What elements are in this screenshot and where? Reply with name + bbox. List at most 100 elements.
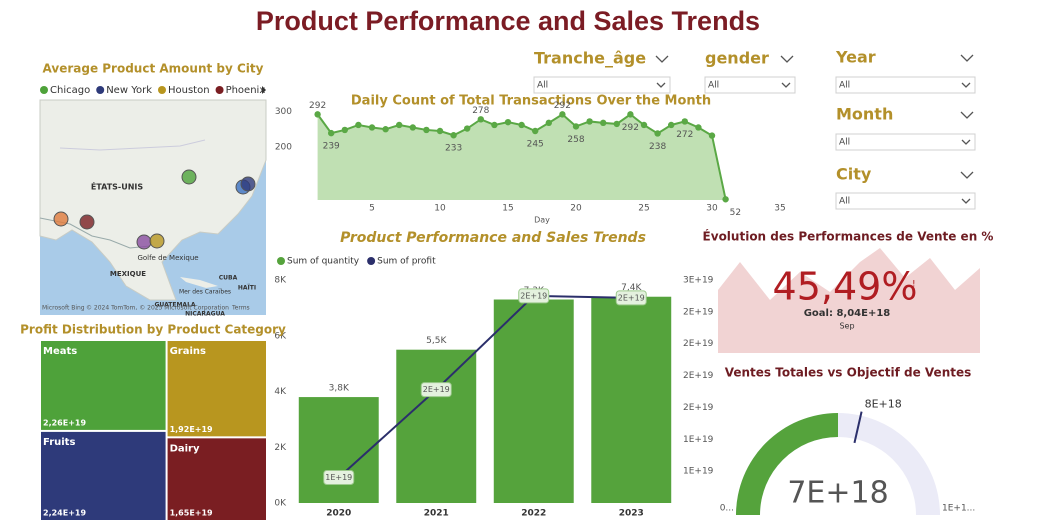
legend-swatch (277, 257, 285, 265)
city-bubble[interactable] (149, 233, 165, 249)
line-point (627, 111, 634, 118)
data-label: 258 (567, 135, 584, 145)
kpi-status: ! (912, 280, 916, 290)
slicer-title: Month (836, 105, 893, 124)
slicer-dropdown[interactable] (533, 76, 671, 94)
chevron[interactable] (656, 82, 666, 88)
chevron[interactable] (961, 82, 971, 88)
city-bubble[interactable] (181, 169, 197, 185)
data-label: 292 (554, 101, 571, 111)
chevron[interactable] (961, 198, 971, 204)
bar (591, 296, 672, 503)
chart-title: Ventes Totales vs Objectif de Ventes (725, 366, 972, 380)
data-label: 238 (649, 142, 666, 152)
city-bubble[interactable] (79, 214, 95, 230)
chevron[interactable] (960, 54, 974, 62)
line-point (436, 127, 444, 135)
slicer-dropdown[interactable] (835, 76, 976, 94)
y-tick-label: 300 (275, 107, 292, 117)
legend-label: Houston (168, 85, 210, 96)
map-label: ÉTATS-UNIS (91, 181, 144, 192)
data-label: 292 (622, 123, 639, 133)
y-tick-label: 6K (274, 331, 287, 341)
line-point (722, 196, 729, 203)
chevron[interactable] (960, 111, 974, 119)
slicer-value: All (537, 81, 548, 91)
line-point (396, 121, 403, 129)
x-axis-title: Day (534, 216, 550, 225)
x-tick-label: 30 (706, 204, 718, 214)
data-label: 3,8K (329, 384, 350, 394)
kpi-trend-area (718, 248, 980, 353)
legend-swatch (40, 86, 48, 94)
line-point (355, 121, 362, 129)
data-label: 1E+19 (325, 473, 352, 482)
line-point (559, 111, 566, 118)
line-point (640, 121, 648, 129)
map-attribution: Microsoft Bing (42, 305, 85, 312)
line-point (600, 119, 607, 127)
chevron[interactable] (781, 82, 791, 88)
treemap-tile[interactable] (167, 438, 266, 520)
data-label: 2E+19 (423, 385, 450, 394)
y-tick-label: 4K (274, 387, 287, 397)
y-tick-label: 2K (274, 443, 287, 453)
tile-label: Fruits (43, 437, 75, 448)
line-point (382, 126, 389, 133)
chevron[interactable] (960, 171, 974, 179)
line-point (464, 125, 471, 132)
gauge-fill (736, 413, 838, 515)
map-label: GUATEMALA (154, 302, 195, 309)
line-point (409, 124, 416, 131)
y2-tick-label: 1E+19 (683, 435, 714, 445)
treemap-tile[interactable] (167, 341, 266, 437)
legend-label: Sum of profit (377, 257, 436, 267)
map-label: NICARAGUA (185, 311, 225, 318)
map-attribution: © 2024 TomTom, © 2025 Microsoft Corporat… (86, 305, 229, 312)
city-bubble[interactable] (136, 234, 152, 250)
gauge-max: 1E+1... (942, 504, 975, 514)
bar (493, 299, 574, 503)
legend-label: Phoenix (226, 85, 266, 96)
y-tick-label: 8K (274, 276, 287, 286)
y-tick-label: 0K (274, 499, 287, 509)
map-label: Mer des Caraïbes (179, 289, 231, 296)
slicer-value: All (708, 81, 719, 91)
map-label: MEXIQUE (110, 270, 146, 278)
chevron[interactable] (961, 139, 971, 145)
gauge-min: 0... (720, 504, 734, 514)
line-point (572, 123, 580, 130)
slicer-title: Year (835, 48, 876, 67)
treemap-tile[interactable] (41, 431, 166, 520)
line-point (368, 124, 376, 131)
slicer-value: All (839, 197, 850, 207)
map-label: CUBA (219, 275, 238, 282)
slicer-dropdown[interactable] (704, 76, 796, 94)
chevron[interactable] (655, 55, 669, 63)
chart-title: Product Performance and Sales Trends (340, 230, 646, 246)
chart-title: Évolution des Performances de Vente en % (703, 229, 994, 244)
slicer-dropdown[interactable] (835, 133, 976, 151)
slicer-value: All (839, 81, 850, 91)
line (338, 294, 632, 479)
line-point (532, 127, 539, 135)
line-point (328, 129, 335, 137)
legend-more[interactable] (262, 86, 266, 94)
tile-label: Dairy (170, 443, 200, 454)
data-label: 2E+19 (618, 293, 645, 302)
line-point (423, 126, 430, 134)
treemap-tile[interactable] (41, 341, 166, 430)
chevron[interactable] (780, 55, 794, 63)
line-point (545, 119, 552, 127)
map-label: Golfe de Mexique (137, 254, 198, 262)
city-bubble[interactable] (240, 176, 256, 192)
line-point (491, 121, 498, 129)
tile-value: 2,24E+19 (43, 509, 86, 518)
legend-swatch (215, 86, 224, 94)
data-label: 272 (676, 130, 693, 140)
slicer-dropdown[interactable] (835, 192, 976, 210)
gauge-value: 7E+18 (787, 476, 888, 511)
data-label: 2E+19 (520, 291, 547, 300)
city-bubble[interactable] (53, 211, 69, 227)
kpi-period: Sep (839, 322, 854, 331)
